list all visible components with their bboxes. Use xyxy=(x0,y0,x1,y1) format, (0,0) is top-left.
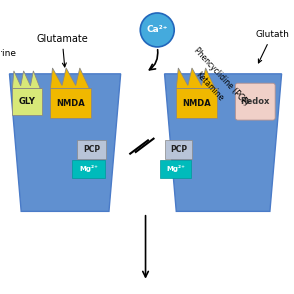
Text: Mg²⁺: Mg²⁺ xyxy=(166,166,185,173)
Circle shape xyxy=(140,13,174,47)
Text: Redox: Redox xyxy=(240,97,270,106)
FancyBboxPatch shape xyxy=(165,140,192,159)
Text: Ca²⁺: Ca²⁺ xyxy=(146,26,168,34)
FancyBboxPatch shape xyxy=(51,88,91,118)
Text: NMDA: NMDA xyxy=(182,98,211,108)
Text: Glutamate: Glutamate xyxy=(36,34,88,67)
Text: Ketamine: Ketamine xyxy=(194,71,225,103)
FancyBboxPatch shape xyxy=(12,88,42,115)
Polygon shape xyxy=(9,74,121,211)
Polygon shape xyxy=(51,68,91,88)
FancyBboxPatch shape xyxy=(77,140,106,159)
FancyBboxPatch shape xyxy=(235,83,275,120)
Text: Mg²⁺: Mg²⁺ xyxy=(79,166,98,173)
Text: GLY: GLY xyxy=(19,97,36,106)
FancyBboxPatch shape xyxy=(176,88,217,118)
Text: PCP: PCP xyxy=(170,145,187,154)
Polygon shape xyxy=(12,71,42,88)
Text: Glutath: Glutath xyxy=(255,30,289,63)
Text: NMDA: NMDA xyxy=(56,98,85,108)
Text: serine: serine xyxy=(0,49,17,58)
Polygon shape xyxy=(165,74,282,211)
Text: Phencyclidine (PCP): Phencyclidine (PCP) xyxy=(193,46,251,108)
FancyBboxPatch shape xyxy=(72,160,105,178)
FancyBboxPatch shape xyxy=(160,160,191,178)
Text: PCP: PCP xyxy=(83,145,100,154)
Polygon shape xyxy=(176,68,217,88)
